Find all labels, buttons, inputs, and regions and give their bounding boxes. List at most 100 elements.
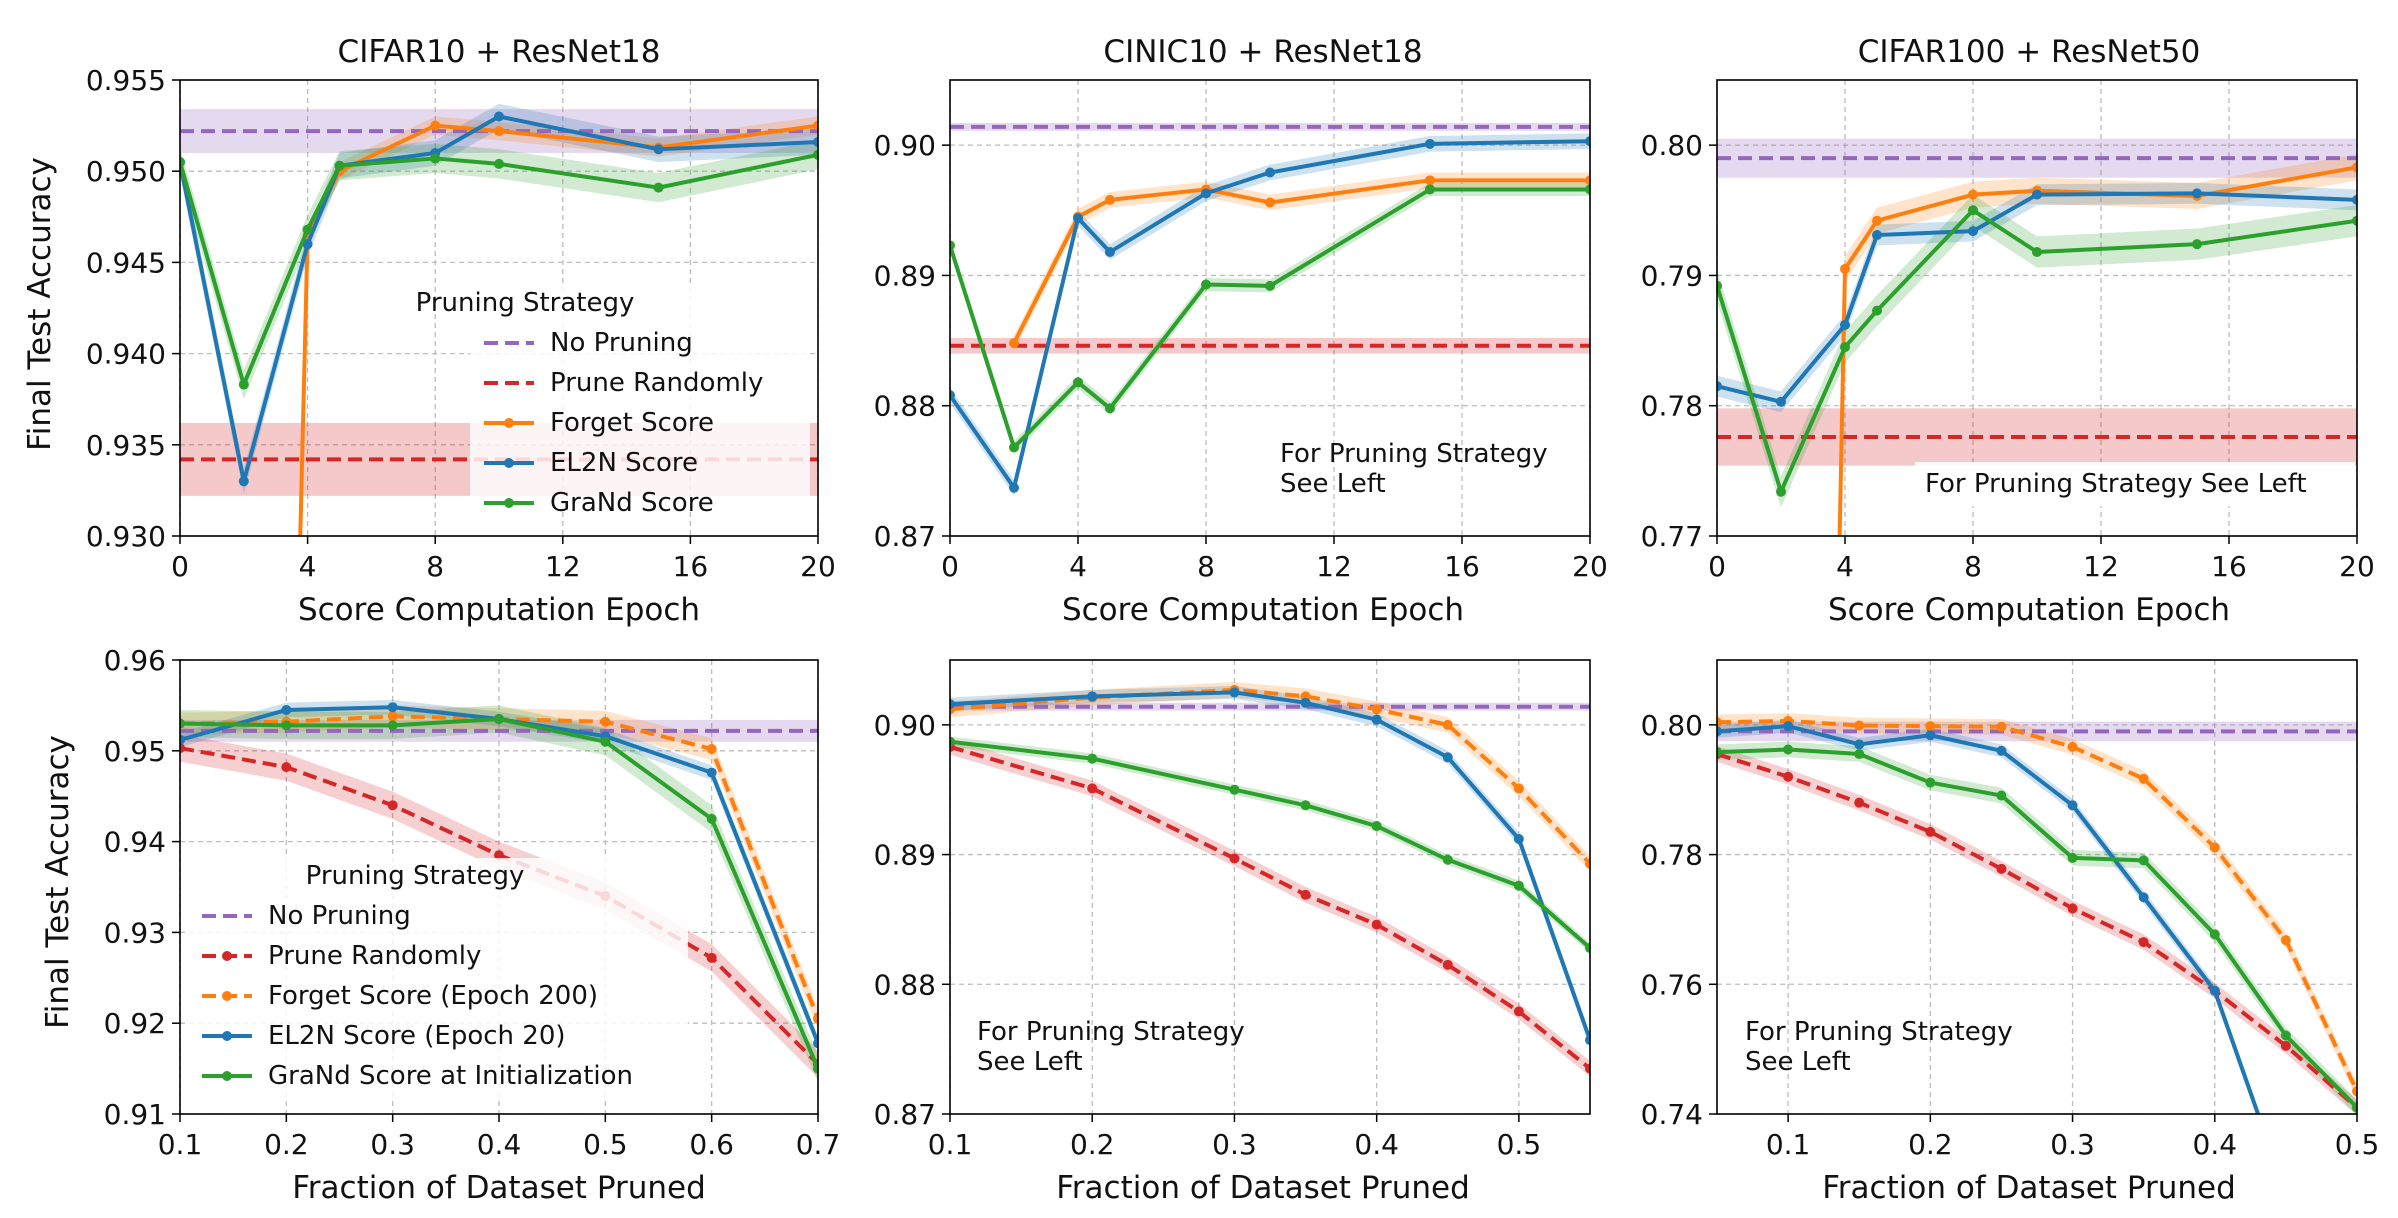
- y-tick-label: 0.87: [874, 520, 936, 553]
- data-point: [950, 736, 955, 747]
- legend-title: Pruning Strategy: [306, 861, 525, 891]
- data-point: [1854, 720, 1865, 731]
- data-point: [2280, 1030, 2291, 1041]
- y-tick-label: 0.92: [104, 1007, 166, 1040]
- y-tick-label: 0.78: [1641, 390, 1703, 423]
- data-point: [1968, 189, 1978, 200]
- y-tick-label: 0.89: [874, 259, 936, 292]
- annotation-text: For Pruning Strategy See Left: [1925, 469, 2307, 499]
- data-point: [1925, 730, 1936, 741]
- plot-0: 0 4 8 12 16 20 0.930 0.935 0.940 0.945 0.950 0.955 P…: [86, 64, 836, 583]
- data-point: [494, 111, 504, 122]
- data-point: [1996, 721, 2007, 732]
- data-point: [2138, 937, 2149, 948]
- x-tick-label: 12: [1316, 550, 1352, 583]
- x-tick-label: 0.2: [1070, 1128, 1115, 1161]
- x-tick-label: 4: [299, 550, 317, 583]
- data-point: [706, 952, 717, 963]
- data-point: [1925, 721, 1936, 732]
- legend-entry: EL2N Score: [550, 448, 698, 478]
- panel-cinic10-epoch: CINIC10 + ResNet18: [1103, 34, 1422, 70]
- data-point: [1996, 745, 2007, 756]
- data-point: [1585, 858, 1590, 869]
- panel-title: CINIC10 + ResNet18: [1103, 34, 1422, 70]
- data-point: [302, 239, 313, 250]
- legend-entry: Forget Score: [550, 408, 714, 438]
- data-point: [1840, 342, 1850, 353]
- x-tick-label: 20: [800, 550, 836, 583]
- x-tick-label: 12: [545, 550, 581, 583]
- series-group: [1717, 138, 2357, 536]
- data-point: [1585, 1063, 1590, 1074]
- plot-1: 0 4 8 12 16 20 0.87 0.88 0.89 0.90 For Pruning Str…: [874, 79, 1608, 583]
- data-point: [2192, 188, 2202, 199]
- legend-box: [188, 858, 688, 1098]
- annotation-text: See Left: [1745, 1047, 1851, 1077]
- data-point: [1371, 714, 1382, 725]
- data-point: [281, 704, 292, 715]
- x-tick-label: 0.1: [158, 1128, 203, 1161]
- plot-frame: [179, 659, 819, 1115]
- data-point: [706, 767, 717, 778]
- x-axis-label: Score Computation Epoch: [1062, 592, 1464, 628]
- data-point: [1872, 215, 1882, 226]
- data-point: [2280, 935, 2291, 946]
- y-axis-label: Final Test Accuracy: [22, 157, 58, 451]
- x-tick-label: 0.3: [2050, 1128, 2095, 1161]
- data-point: [1776, 396, 1786, 407]
- x-tick-label: 0.1: [1766, 1128, 1811, 1161]
- series-line: [180, 152, 818, 387]
- plot-5: 0.1 0.2 0.3 0.4 0.5 0.74 0.76 0.78 0.80 For Pruni…: [1641, 659, 2379, 1161]
- x-tick-label: 16: [673, 550, 709, 583]
- data-point: [2352, 162, 2357, 173]
- x-tick-label: 0: [1708, 550, 1726, 583]
- data-point: [1265, 167, 1275, 178]
- legend-entry: GraNd Score at Initialization: [268, 1061, 633, 1091]
- data-point: [180, 157, 185, 168]
- y-tick-label: 0.79: [1641, 259, 1703, 292]
- data-point: [1300, 800, 1311, 811]
- y-tick-label: 0.950: [86, 155, 166, 188]
- legend-marker: [504, 498, 514, 508]
- x-tick-label: 0.5: [1497, 1128, 1542, 1161]
- y-tick-label: 0.93: [104, 916, 166, 949]
- y-tick-label: 0.940: [86, 338, 166, 371]
- data-point: [1425, 138, 1435, 149]
- y-tick-label: 0.78: [1641, 839, 1703, 872]
- data-point: [1300, 889, 1311, 900]
- data-point: [706, 743, 717, 754]
- data-point: [238, 379, 249, 390]
- y-tick-label: 0.90: [874, 129, 936, 162]
- data-point: [653, 182, 664, 193]
- data-point: [1717, 747, 1722, 758]
- data-point: [238, 476, 249, 487]
- legend-marker: [504, 458, 514, 468]
- annotation-text: See Left: [1280, 469, 1386, 499]
- y-tick-label: 0.80: [1641, 129, 1703, 162]
- y-tick-label: 0.88: [874, 968, 936, 1001]
- data-point: [387, 720, 398, 731]
- data-point: [2067, 800, 2078, 811]
- legend-marker: [222, 951, 232, 961]
- data-point: [2192, 239, 2202, 250]
- data-point: [1442, 959, 1453, 970]
- series-group: [1717, 713, 2357, 1114]
- annotation-text: For Pruning Strategy: [1280, 439, 1548, 469]
- data-point: [1229, 687, 1240, 698]
- legend: Pruning Strategy No Pruning Prune Randomly…: [188, 858, 688, 1098]
- legend-entry: Forget Score (Epoch 200): [268, 981, 598, 1011]
- x-tick-label: 0.1: [928, 1128, 973, 1161]
- data-point: [281, 720, 292, 731]
- y-tick-label: 0.930: [86, 520, 166, 553]
- annotation-bg: [1915, 462, 2355, 506]
- data-point: [950, 240, 955, 251]
- data-point: [2209, 842, 2220, 853]
- legend-marker: [222, 1071, 232, 1081]
- legend: Pruning Strategy No Pruning Prune Randomly…: [416, 285, 810, 518]
- data-point: [2209, 985, 2220, 996]
- y-tick-label: 0.91: [104, 1098, 166, 1131]
- data-point: [1585, 1035, 1590, 1046]
- y-tick-label: 0.88: [874, 390, 936, 423]
- data-point: [813, 1038, 818, 1049]
- data-point: [334, 160, 345, 171]
